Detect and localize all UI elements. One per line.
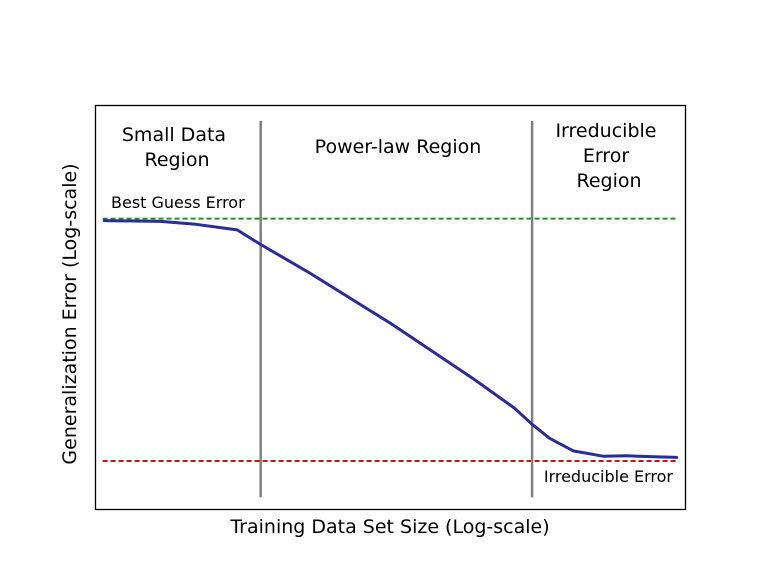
small-data-region-label-line-1: Small Data [122,124,226,146]
small-data-region-label-line-2: Region [144,149,209,171]
y-axis-label: Generalization Error (Log-scale) [59,163,81,464]
irreducible-error-region-label-line-3: Region [576,170,641,192]
power-law-region-label-line-1: Power-law Region [315,136,482,158]
power-law-region-label: Power-law Region [315,136,482,158]
plot-frame [94,104,687,511]
best-guess-error-label: Best Guess Error [111,193,245,212]
x-axis-label: Training Data Set Size (Log-scale) [229,516,549,538]
irreducible-error-region-label: Irreducible Error Region [555,120,662,192]
irreducible-error-label: Irreducible Error [544,467,674,486]
irreducible-error-region-label-line-1: Irreducible [555,120,656,142]
irreducible-error-region-label-line-2: Error [583,145,630,167]
generalization-error-curve [102,219,679,459]
small-data-region-label: Small Data Region [122,124,232,171]
